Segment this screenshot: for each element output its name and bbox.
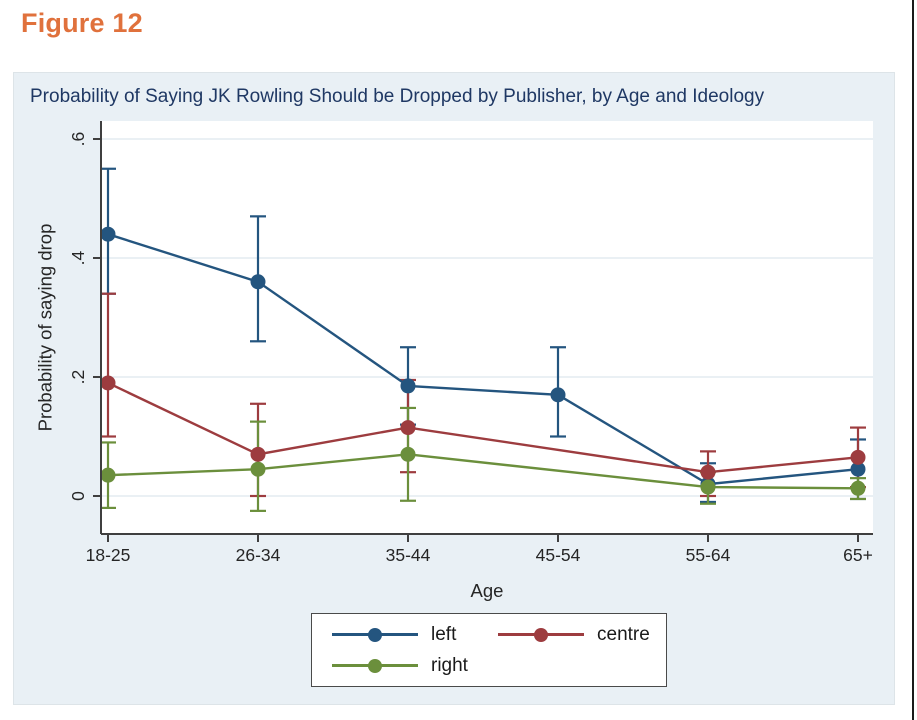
line-left <box>107 233 859 486</box>
legend-item-left: left <box>332 619 498 650</box>
legend-line-centre <box>498 627 584 642</box>
legend-label-left: left <box>431 623 457 645</box>
legend-line-left <box>332 627 418 642</box>
legend-line-right <box>332 658 418 673</box>
marker-right <box>400 446 416 462</box>
x-axis-title: Age <box>471 580 504 601</box>
marker-right <box>850 480 866 496</box>
legend-dot-centre <box>534 627 548 642</box>
chart-panel: Probability of Saying JK Rowling Should … <box>13 72 895 705</box>
marker-right <box>250 461 266 477</box>
marker-left <box>250 274 266 290</box>
marker-centre <box>850 449 866 465</box>
x-tick-label: 55-64 <box>686 545 731 565</box>
marker-centre <box>250 446 266 462</box>
y-tick-label: .6 <box>68 132 88 147</box>
x-tick-label: 26-34 <box>236 545 281 565</box>
marker-left <box>550 387 566 403</box>
y-axis-title: Probability of saying drop <box>35 224 56 432</box>
plot-area <box>101 121 873 534</box>
x-tick-label: 45-54 <box>536 545 581 565</box>
marker-right <box>100 467 116 483</box>
legend-item-centre: centre <box>498 619 664 650</box>
marker-left <box>100 226 116 242</box>
x-tick-label: 18-25 <box>86 545 131 565</box>
chart-title: Probability of Saying JK Rowling Should … <box>30 86 765 107</box>
legend-dot-right <box>368 658 382 673</box>
marker-centre <box>400 420 416 436</box>
x-tick-label: 65+ <box>843 545 873 565</box>
marker-centre <box>100 375 116 391</box>
y-tick-label: 0 <box>68 491 88 501</box>
legend-item-right: right <box>332 650 498 681</box>
legend-dot-left <box>368 627 382 642</box>
legend-label-centre: centre <box>597 623 650 645</box>
page-edge-line <box>912 0 914 720</box>
marker-left <box>850 461 866 477</box>
y-tick-label: .2 <box>68 370 88 385</box>
marker-right <box>700 479 716 495</box>
legend-label-right: right <box>431 654 468 676</box>
legend: left centre right <box>311 613 667 687</box>
y-tick-label: .4 <box>68 250 88 265</box>
marker-left <box>400 378 416 394</box>
plot-svg: 0 .2 .4 .6 18-25 26-34 35-44 45-54 55-64 65+ Age Pr… <box>35 121 873 601</box>
figure-title: Figure 12 <box>21 8 143 38</box>
marker-centre <box>700 464 716 480</box>
x-tick-label: 35-44 <box>386 545 431 565</box>
